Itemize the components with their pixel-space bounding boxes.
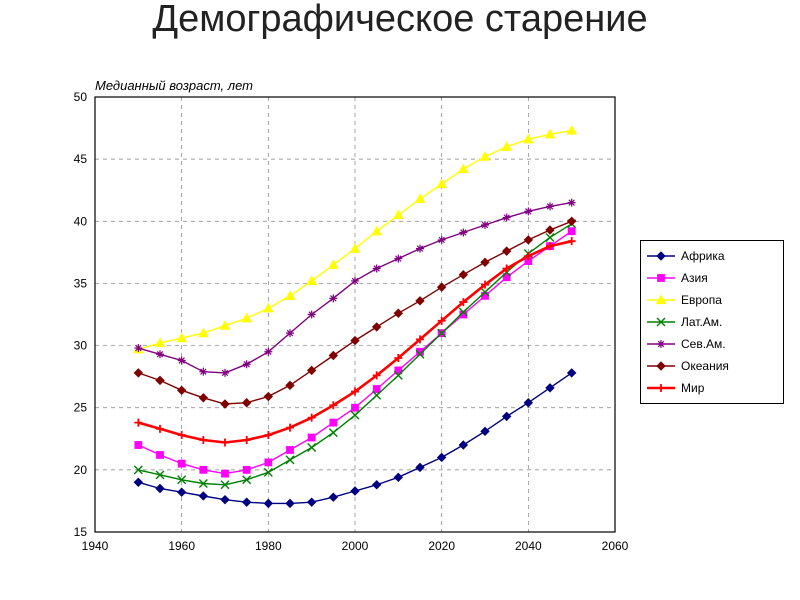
legend-swatch <box>647 248 675 264</box>
ytick-label: 30 <box>74 339 88 353</box>
legend: Африка Азия Европа Лат.Ам. Сев.Ам. Океания Мир <box>640 240 784 404</box>
legend-label: Океания <box>681 359 729 373</box>
ytick-label: 50 <box>74 92 88 104</box>
xtick-label: 1940 <box>82 539 109 553</box>
legend-label: Азия <box>681 271 708 285</box>
legend-swatch <box>647 314 675 330</box>
ytick-label: 15 <box>74 525 88 539</box>
legend-swatch <box>647 336 675 352</box>
legend-label: Сев.Ам. <box>681 337 726 351</box>
legend-label: Мир <box>681 381 704 395</box>
ytick-label: 40 <box>74 214 88 228</box>
legend-row: Лат.Ам. <box>647 311 777 333</box>
legend-swatch <box>647 358 675 374</box>
legend-swatch <box>647 380 675 396</box>
legend-row: Африка <box>647 245 777 267</box>
chart-svg: 15 20 25 30 35 40 45 50 1940 1960 1980 2000 2020 2040… <box>50 92 630 572</box>
legend-swatch <box>647 270 675 286</box>
xtick-label: 1960 <box>168 539 195 553</box>
ytick-label: 20 <box>74 463 88 477</box>
ytick-label: 25 <box>74 401 88 415</box>
legend-row: Океания <box>647 355 777 377</box>
ytick-label: 45 <box>74 152 88 166</box>
xtick-label: 2040 <box>515 539 542 553</box>
legend-row: Европа <box>647 289 777 311</box>
legend-swatch <box>647 292 675 308</box>
xtick-label: 2060 <box>602 539 629 553</box>
legend-label: Европа <box>681 293 722 307</box>
ytick-label: 35 <box>74 276 88 290</box>
xtick-label: 1980 <box>255 539 282 553</box>
page-title: Демографическое старение <box>0 0 800 38</box>
chart-area: 15 20 25 30 35 40 45 50 1940 1960 1980 2000 2020 2040… <box>50 92 630 572</box>
legend-row: Сев.Ам. <box>647 333 777 355</box>
xtick-label: 2000 <box>342 539 369 553</box>
legend-label: Лат.Ам. <box>681 315 722 329</box>
xtick-label: 2020 <box>428 539 455 553</box>
legend-label: Африка <box>681 249 725 263</box>
legend-row: Мир <box>647 377 777 399</box>
legend-row: Азия <box>647 267 777 289</box>
chart-subtitle: Медианный возраст, лет <box>95 78 253 93</box>
